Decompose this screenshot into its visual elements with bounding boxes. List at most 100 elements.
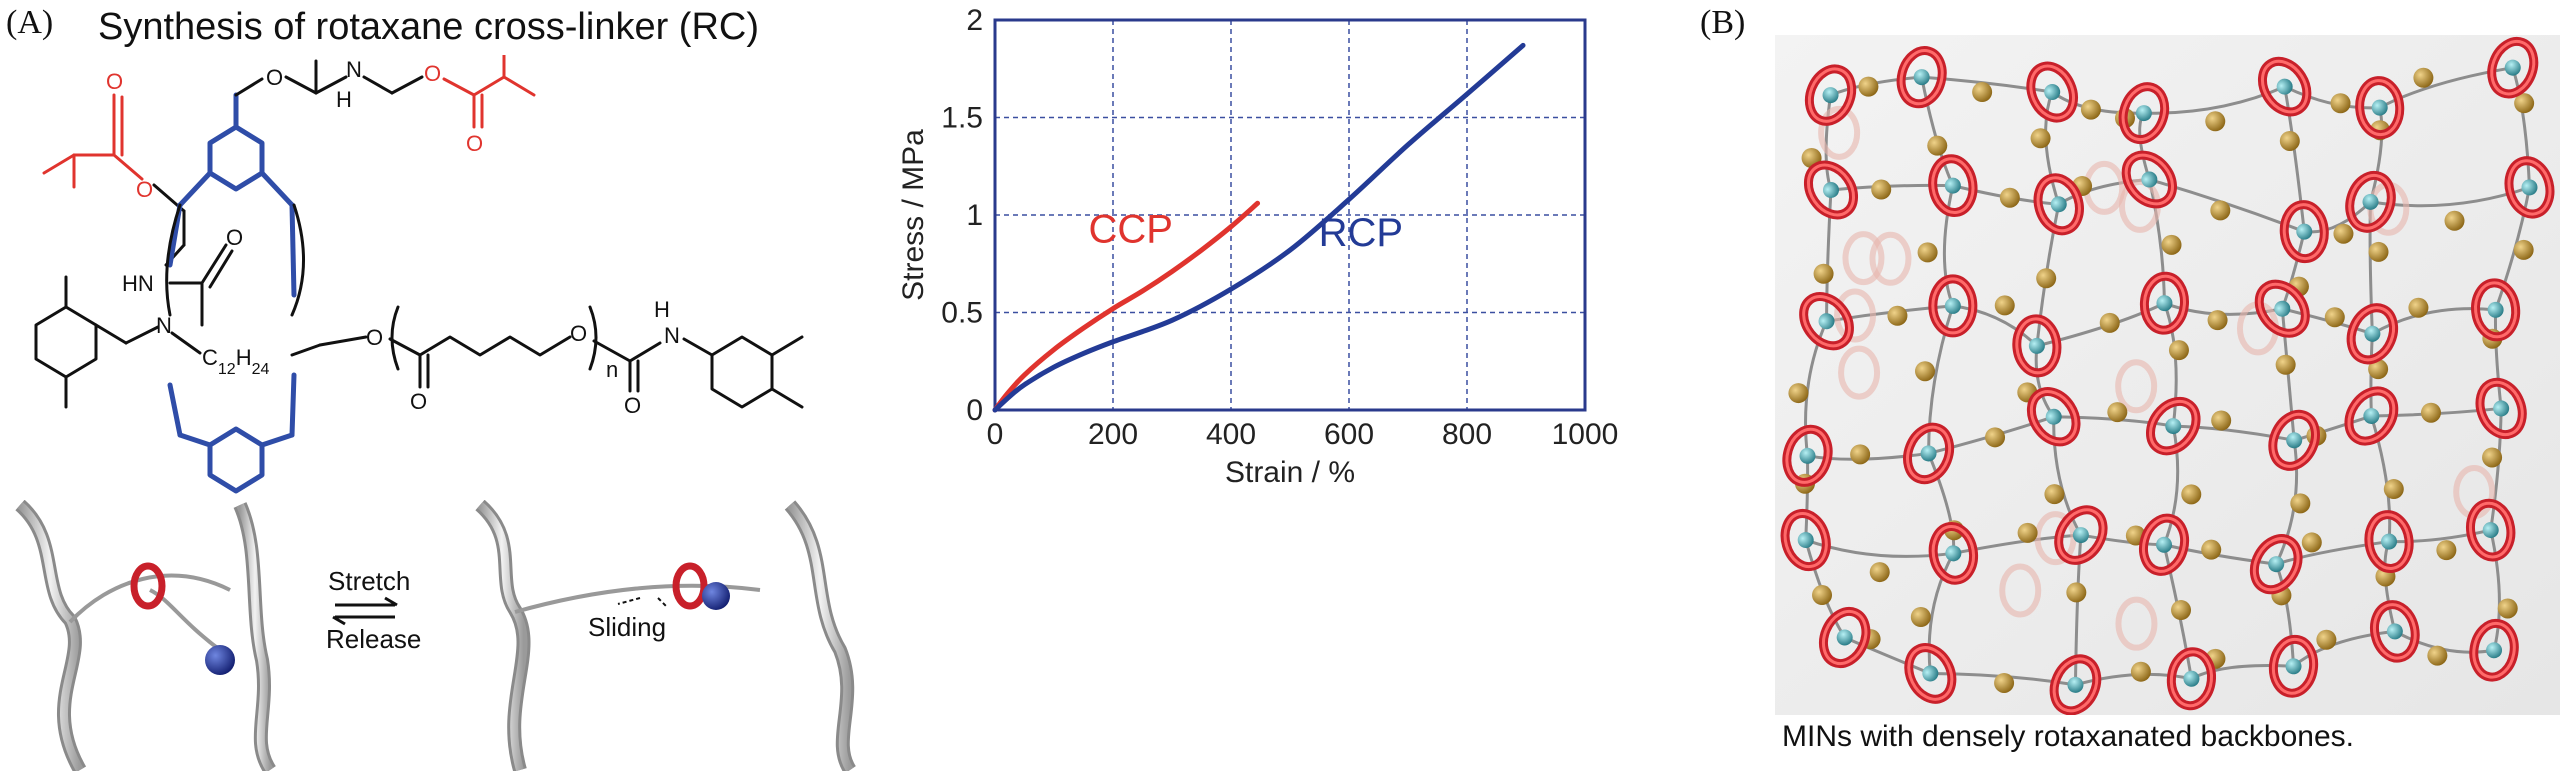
faded-ring: [2115, 596, 2158, 651]
gold-bead: [2383, 479, 2404, 500]
gold-bead: [2044, 484, 2065, 505]
gold-bead: [2201, 539, 2222, 560]
network-red-rings: [1780, 36, 2555, 715]
scheme-relaxed-state: [15, 500, 277, 771]
rotaxane-ring: [2504, 156, 2555, 219]
gold-bead: [2017, 522, 2038, 543]
y-tick-label-1: 0.5: [941, 297, 983, 330]
network-strand: [1927, 552, 1955, 674]
gold-bead: [1858, 76, 1879, 97]
atom-o-right-carbonyl: O: [466, 131, 483, 156]
chart-plot-frame: [993, 18, 1587, 412]
rotaxane-ring: [2364, 510, 2414, 573]
gold-bead: [1788, 383, 1809, 404]
x-tick-label-0: 0: [987, 418, 1004, 451]
atom-o-right-ester: O: [424, 61, 441, 86]
rotaxane-structure: O O HN O N C12H24 O O H N: [34, 55, 804, 494]
rotaxane-ring: [1803, 160, 1859, 220]
gold-bead: [2168, 340, 2189, 361]
gold-bead: [1812, 585, 1833, 606]
sliding-scheme: Stretch Release Sliding: [15, 500, 857, 771]
rotaxane-ring: [1928, 521, 1979, 585]
rotaxane-ring: [2026, 61, 2078, 123]
repeat-n-label: n: [606, 357, 618, 382]
gold-bead: [2036, 268, 2057, 289]
methacrylate-left: [42, 93, 186, 267]
gold-bead: [2436, 540, 2457, 561]
gold-bead: [1917, 242, 1938, 263]
rotaxane-ring: [1780, 508, 1831, 572]
faded-ring: [1842, 231, 1885, 286]
gold-bead: [2324, 307, 2345, 328]
gold-bead: [2444, 210, 2465, 231]
gold-bead: [2279, 130, 2300, 151]
rotaxane-ring: [2139, 271, 2189, 335]
stretch-release-arrows: [332, 596, 398, 626]
gold-bead: [2482, 447, 2503, 468]
rotaxane-ring: [2054, 505, 2108, 565]
gold-bead: [2066, 582, 2087, 603]
rotaxane-ring: [2346, 303, 2399, 365]
atom-o-pcl: O: [410, 389, 427, 414]
gold-bead: [2181, 484, 2202, 505]
rotaxane-ring: [2049, 654, 2102, 715]
gold-bead: [2514, 93, 2535, 114]
series-label-rcp: RCP: [1319, 211, 1403, 255]
rotaxane-ring: [2344, 386, 2399, 446]
network-strand: [1952, 304, 2038, 347]
chart-grid: [995, 20, 1585, 410]
rotaxane-ring: [2033, 173, 2084, 236]
rotaxane-ring: [2026, 387, 2081, 447]
atom-o-pcl-chain: O: [570, 321, 587, 346]
rotaxane-ring: [1903, 422, 1955, 485]
rotaxane-ring: [1799, 292, 1854, 351]
atom-h-amide: H: [654, 297, 670, 322]
rotaxane-ring: [2118, 82, 2170, 145]
x-tick-label-3: 600: [1324, 418, 1374, 451]
gold-bead: [2099, 312, 2120, 333]
gold-bead: [2413, 67, 2434, 88]
panel-b-letter: (B): [1700, 4, 1746, 41]
rotaxane-ring: [2166, 647, 2217, 711]
atom-o-left-ester: O: [136, 177, 153, 202]
sliding-label: Sliding: [588, 612, 666, 642]
gold-bead: [1850, 444, 1871, 465]
rotaxane-ring: [2465, 498, 2516, 562]
rotaxane-ring: [1818, 606, 1871, 669]
rotaxane-ring: [2475, 377, 2527, 440]
network-strand: [2283, 86, 2306, 232]
aryl-left: [34, 275, 160, 409]
faded-ring: [1999, 563, 2042, 618]
stretch-label: Stretch: [328, 566, 410, 596]
network-strand: [2371, 307, 2496, 336]
faded-ring: [2115, 359, 2158, 414]
x-tick-label-1: 200: [1088, 418, 1138, 451]
gold-bead: [2408, 297, 2429, 318]
rotaxane-ring: [1896, 46, 1947, 109]
gold-bead: [1994, 295, 2015, 316]
gold-bead: [2420, 402, 2441, 423]
x-tick-label-4: 800: [1442, 418, 1492, 451]
gold-bead: [2330, 93, 2351, 114]
rotaxane-ring: [2345, 170, 2396, 233]
gold-bead: [2301, 532, 2322, 553]
stress-strain-chart: 0 200 400 600 800 1000 0 0.5 1 1.5 2 CCP RCP Strain…: [897, 4, 1618, 489]
atom-o-axle: O: [366, 325, 383, 350]
series-label-ccp: CCP: [1088, 207, 1172, 251]
atom-h-carbamate: H: [336, 87, 352, 112]
release-label: Release: [326, 624, 421, 654]
gold-bead: [1915, 361, 1936, 382]
rotaxane-ring: [2121, 150, 2177, 209]
gold-bead: [2107, 402, 2128, 423]
gold-bead: [2080, 99, 2101, 120]
atom-o-urea: O: [226, 225, 243, 250]
aryl-right: [710, 335, 804, 409]
gold-bead: [1999, 187, 2020, 208]
gold-bead: [1972, 82, 1993, 103]
gold-bead: [2316, 629, 2337, 650]
panel-a-title: Synthesis of rotaxane cross-linker (RC): [98, 6, 759, 48]
rotaxane-ring: [2012, 314, 2062, 378]
network-strand: [2489, 408, 2503, 531]
network-background: [1775, 35, 2560, 715]
rotaxane-ring: [2469, 618, 2519, 682]
